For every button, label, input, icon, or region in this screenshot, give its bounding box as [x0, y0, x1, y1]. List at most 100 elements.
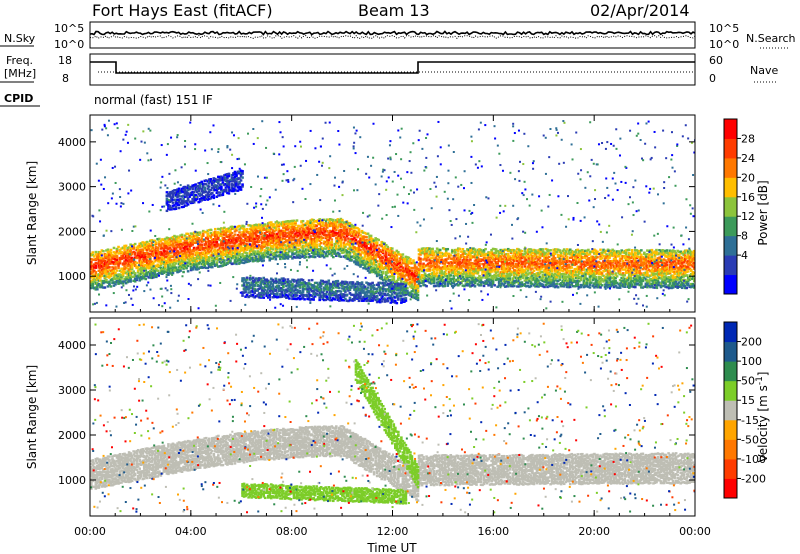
power-cell [464, 264, 468, 267]
power-cell [476, 248, 480, 252]
power-cell [599, 251, 602, 255]
power-cell [503, 277, 507, 281]
power-cell [133, 242, 137, 246]
power-cell [407, 256, 411, 260]
power-cell [438, 270, 442, 273]
power-cell [525, 258, 528, 262]
power-cell [611, 263, 614, 267]
power-cell [400, 276, 403, 280]
power-cell [476, 268, 480, 272]
power-cell [409, 282, 412, 285]
power-cell [276, 240, 279, 244]
power-cell [587, 257, 590, 260]
power-cell [306, 237, 309, 240]
power-cell [306, 220, 309, 223]
power-cell [407, 281, 411, 285]
power-cell [99, 283, 102, 287]
power-cell [435, 259, 439, 263]
power-cell [282, 229, 285, 232]
power-cell [447, 268, 451, 271]
power-cell [238, 231, 241, 234]
power-cell [420, 280, 424, 283]
power-cell [517, 261, 521, 264]
power-cell [590, 274, 593, 278]
power-cell [310, 248, 314, 251]
power-cell [313, 223, 317, 227]
power-cell [356, 249, 359, 252]
power-cell [359, 263, 362, 266]
power-cell [541, 248, 545, 251]
power-cell [245, 227, 249, 231]
power-cell [467, 263, 471, 267]
power-cell [115, 247, 119, 251]
power-cell [171, 235, 175, 239]
power-cell [387, 253, 391, 257]
power-cell [509, 261, 513, 264]
power-cell [512, 259, 516, 262]
power-cell [347, 221, 350, 225]
power-cell [322, 233, 326, 237]
power-cell [126, 252, 129, 255]
power-cell [260, 232, 264, 235]
power-cell [291, 230, 294, 234]
power-cell [156, 254, 160, 257]
power-cell [99, 263, 102, 266]
power-cell [155, 257, 158, 260]
power-cell [556, 261, 560, 264]
power-cell [522, 253, 525, 256]
power-cell [390, 271, 394, 275]
date-label: 02/Apr/2014 [590, 1, 690, 20]
power-cell [251, 224, 255, 228]
power-cell [585, 263, 589, 267]
power-cell [155, 249, 158, 253]
power-cell [596, 286, 599, 289]
power-cell [227, 230, 231, 233]
power-cell [108, 251, 111, 255]
power-cell [283, 249, 287, 253]
power-cell [422, 277, 425, 280]
power-cell [324, 235, 328, 238]
power-cell [511, 285, 515, 288]
power-cell [596, 281, 599, 284]
power-cell [322, 247, 326, 250]
power-cell [251, 248, 255, 251]
power-cell [186, 264, 190, 268]
power-cell [319, 255, 323, 258]
power-cell [313, 234, 317, 238]
power-cell [276, 248, 279, 251]
power-cell [327, 218, 331, 221]
power-cell [417, 273, 421, 276]
power-cell [328, 233, 332, 236]
power-cell [397, 270, 400, 274]
power-cell [282, 257, 285, 260]
power-cell [603, 257, 607, 260]
power-cell [384, 256, 388, 259]
power-cell [487, 280, 490, 283]
power-cell [198, 239, 202, 242]
power-cell [285, 245, 288, 248]
power-cell [365, 245, 368, 248]
power-cell [378, 267, 382, 270]
power-cell [534, 249, 537, 252]
power-cell [171, 242, 175, 245]
power-cell [312, 220, 315, 223]
power-cell [449, 266, 453, 269]
power-cell [162, 266, 166, 269]
power-cell [409, 266, 412, 270]
power-cell [263, 249, 267, 252]
power-cell [136, 249, 140, 252]
power-cell [227, 255, 231, 258]
power-cell [443, 267, 447, 270]
power-cell [124, 276, 128, 279]
power-cell [328, 246, 332, 249]
power-cell [525, 278, 528, 282]
power-cell [174, 251, 178, 255]
power-cell [397, 277, 400, 280]
power-cell [291, 251, 294, 254]
power-cell [426, 254, 430, 257]
power-cell [198, 232, 202, 236]
power-cell [578, 280, 581, 283]
power-cell [328, 241, 332, 244]
power-cell [538, 252, 542, 256]
power-cell [584, 277, 587, 280]
